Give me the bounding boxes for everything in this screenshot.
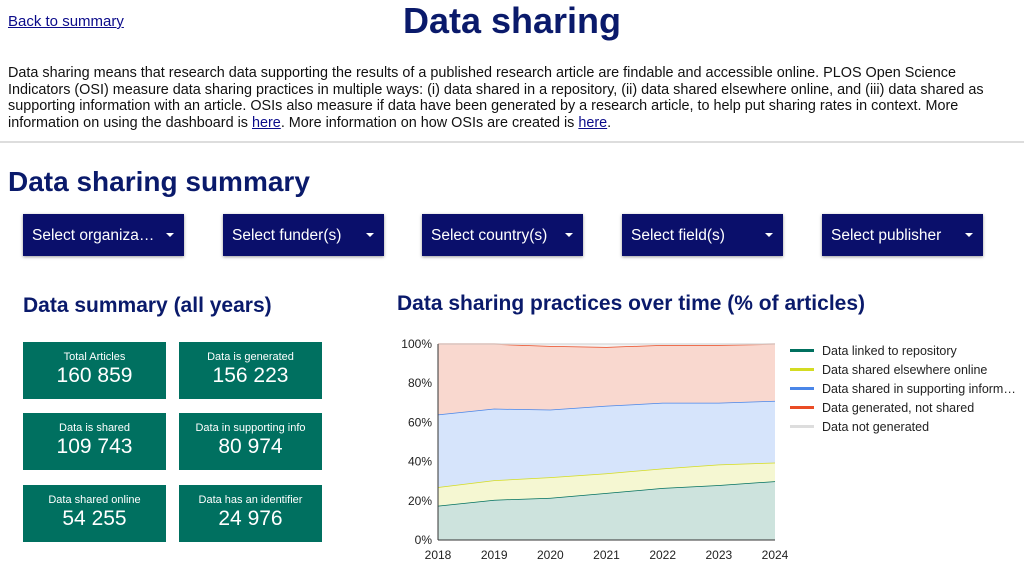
legend-label: Data shared elsewhere online [822, 362, 988, 377]
chevron-down-icon [765, 233, 773, 237]
stat-value: 109 743 [56, 435, 133, 458]
area-1 [438, 462, 775, 506]
x-tick-label: 2023 [705, 548, 732, 562]
x-tick-label: 2018 [425, 548, 452, 562]
legend-label: Data not generated [822, 419, 930, 434]
stat-card: Data is generated 156 223 [179, 342, 322, 399]
stat-label: Data shared online [48, 494, 141, 506]
intro-text: Data sharing means that research data su… [8, 65, 1018, 131]
area-3 [438, 344, 775, 415]
chevron-down-icon [965, 233, 973, 237]
stat-value: 54 255 [62, 507, 127, 530]
stat-label: Data is generated [207, 351, 294, 363]
funder-filter[interactable]: Select funder(s) [223, 214, 384, 256]
y-tick-label: 0% [415, 533, 433, 547]
data-summary-heading: Data summary (all years) [23, 294, 272, 317]
filter-label: Select funder(s) [232, 227, 342, 244]
y-tick-label: 40% [408, 455, 432, 469]
legend-swatch [790, 387, 814, 390]
osi-info-link[interactable]: here [578, 114, 608, 131]
stat-value: 80 974 [218, 435, 283, 458]
legend-label: Data linked to repository [822, 343, 957, 358]
chevron-down-icon [565, 233, 573, 237]
organization-filter[interactable]: Select organizat… [23, 214, 184, 256]
stat-card: Data in supporting info 80 974 [179, 413, 322, 470]
stat-label: Data in supporting info [195, 422, 306, 434]
filter-label: Select publisher [831, 227, 942, 244]
chart-legend: Data linked to repository Data shared els… [790, 341, 1016, 436]
legend-swatch [790, 425, 814, 428]
chevron-down-icon [166, 233, 174, 237]
stat-label: Data has an identifier [198, 494, 303, 506]
legend-swatch [790, 406, 814, 409]
chart-title: Data sharing practices over time (% of a… [397, 292, 865, 315]
stat-label: Data is shared [59, 422, 130, 434]
legend-item[interactable]: Data linked to repository [790, 341, 1016, 360]
x-tick-label: 2019 [481, 548, 508, 562]
filter-label: Select organizat… [32, 227, 157, 244]
x-tick-label: 2024 [762, 548, 789, 562]
stat-value: 156 223 [212, 364, 289, 387]
y-tick-label: 20% [408, 494, 432, 508]
legend-item[interactable]: Data not generated [790, 417, 1016, 436]
y-tick-label: 60% [408, 415, 432, 429]
legend-item[interactable]: Data shared in supporting inform… [790, 379, 1016, 398]
x-tick-label: 2020 [537, 548, 564, 562]
stat-value: 160 859 [56, 364, 133, 387]
legend-swatch [790, 349, 814, 352]
dashboard-info-link[interactable]: here [252, 114, 281, 131]
legend-item[interactable]: Data shared elsewhere online [790, 360, 1016, 379]
summary-heading: Data sharing summary [8, 166, 310, 197]
y-tick-label: 100% [401, 337, 432, 351]
stat-card: Total Articles 160 859 [23, 342, 166, 399]
intro-part: . More information on how OSIs are creat… [280, 114, 579, 131]
chevron-down-icon [366, 233, 374, 237]
divider [0, 141, 1024, 143]
area-0 [438, 481, 775, 540]
x-tick-label: 2021 [593, 548, 620, 562]
stat-card: Data has an identifier 24 976 [179, 485, 322, 542]
x-tick-label: 2022 [649, 548, 676, 562]
filter-label: Select field(s) [631, 227, 725, 244]
field-filter[interactable]: Select field(s) [622, 214, 783, 256]
stat-card: Data shared online 54 255 [23, 485, 166, 542]
intro-part: . [607, 114, 612, 131]
intro-part: Data sharing means that research data su… [8, 65, 984, 131]
back-to-summary-link[interactable]: Back to summary [8, 13, 124, 30]
page-title: Data sharing [402, 0, 622, 41]
legend-item[interactable]: Data generated, not shared [790, 398, 1016, 417]
filter-label: Select country(s) [431, 227, 548, 244]
stacked-area-chart: 0% 20% 40% 60% 80% 100% 2018 2019 2020 2021 2022 20… [401, 337, 789, 562]
area-2 [438, 400, 775, 488]
stat-label: Total Articles [63, 351, 126, 363]
stat-value: 24 976 [218, 507, 283, 530]
y-tick-label: 80% [408, 376, 432, 390]
legend-label: Data generated, not shared [822, 400, 975, 415]
stat-card: Data is shared 109 743 [23, 413, 166, 470]
legend-swatch [790, 368, 814, 371]
country-filter[interactable]: Select country(s) [422, 214, 583, 256]
publisher-filter[interactable]: Select publisher [822, 214, 983, 256]
legend-label: Data shared in supporting inform… [822, 381, 1016, 396]
